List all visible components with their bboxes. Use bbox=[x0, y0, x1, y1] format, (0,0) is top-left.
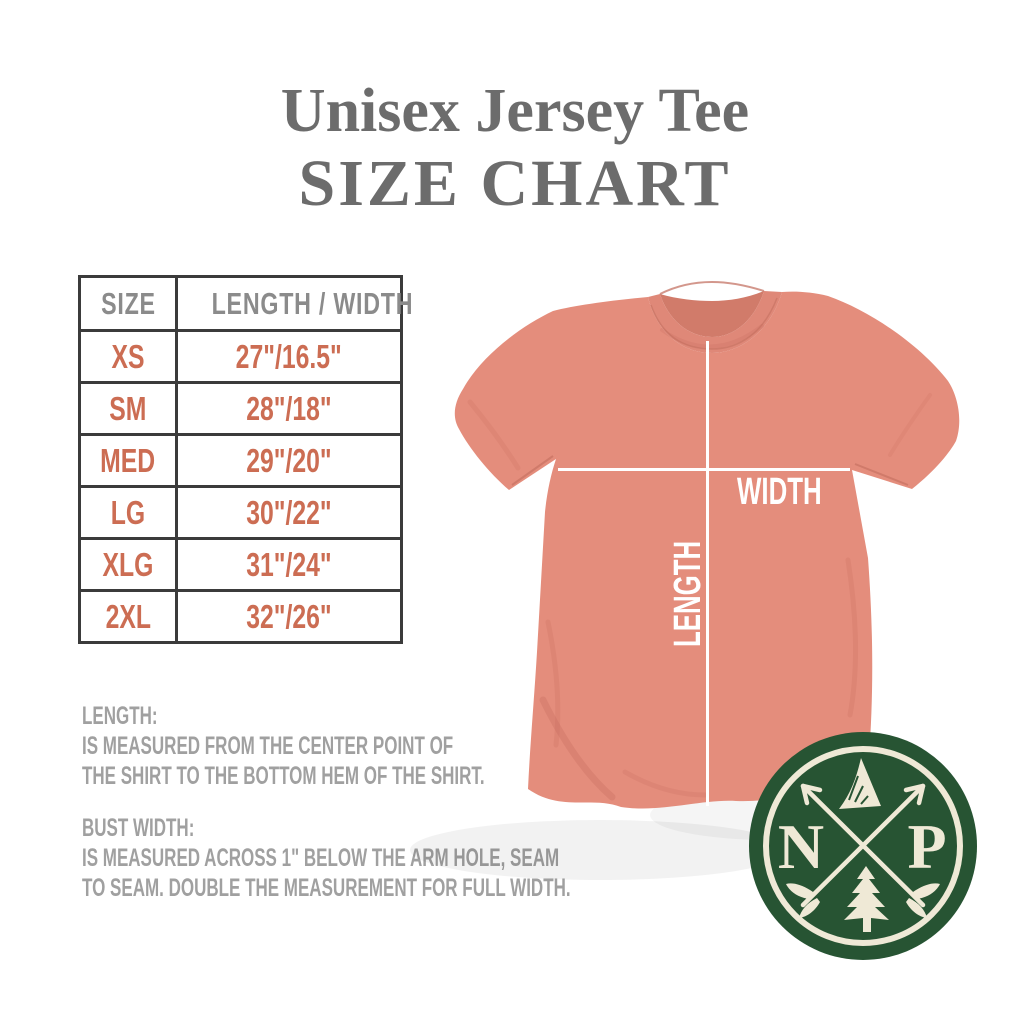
logo-inner-ring bbox=[763, 746, 963, 946]
mountain-peak-icon bbox=[839, 758, 881, 809]
arrow-fletching-icon bbox=[786, 883, 940, 918]
col-header-size: SIZE bbox=[78, 275, 178, 332]
left-sleeve-hem-seam bbox=[511, 455, 554, 486]
collar-bottom-seam bbox=[650, 297, 778, 350]
width-label-text: WIDTH bbox=[737, 471, 822, 513]
size-cell: 2XL bbox=[78, 589, 178, 644]
page-title-line1: Unisex Jersey Tee bbox=[280, 77, 750, 145]
size-chart-table: SIZE LENGTH / WIDTH XS 27"/16.5" SM 28"/… bbox=[78, 275, 413, 644]
measurement-notes: LENGTH: IS MEASURED FROM THE CENTER POIN… bbox=[82, 701, 801, 903]
measurement-cell: 30"/22" bbox=[175, 485, 403, 540]
length-label: LENGTH bbox=[667, 541, 709, 672]
size-cell: LG bbox=[78, 485, 178, 540]
measurement-cell: 32"/26" bbox=[175, 589, 403, 644]
table-row: XS 27"/16.5" bbox=[78, 329, 403, 384]
crossed-arrows-icon bbox=[800, 783, 926, 908]
size-cell: MED bbox=[78, 433, 178, 488]
collar-back-seam bbox=[659, 280, 765, 295]
table-header-row: SIZE LENGTH / WIDTH bbox=[78, 275, 413, 332]
logo-letter-n: N bbox=[778, 811, 824, 882]
table-row: LG 30"/22" bbox=[78, 485, 403, 540]
bust-width-note-line: TO SEAM. DOUBLE THE MEASUREMENT FOR FULL… bbox=[82, 874, 571, 902]
page-title-line2: SIZE CHART bbox=[298, 147, 732, 220]
measurement-cell: 28"/18" bbox=[175, 381, 403, 436]
width-measure-line bbox=[558, 468, 850, 471]
logo-letter-p: P bbox=[907, 811, 946, 882]
table-row: MED 29"/20" bbox=[78, 433, 403, 488]
size-cell: SM bbox=[78, 381, 178, 436]
length-note-line: THE SHIRT TO THE BOTTOM HEM OF THE SHIRT… bbox=[82, 762, 485, 790]
measurement-cell: 27"/16.5" bbox=[175, 329, 403, 384]
length-label-text: LENGTH bbox=[667, 540, 709, 648]
brand-logo: N P bbox=[749, 732, 977, 960]
length-measure-line bbox=[706, 341, 709, 806]
fabric-wrinkles bbox=[467, 324, 932, 801]
table-row: XLG 31"/24" bbox=[78, 537, 403, 592]
pine-tree-icon bbox=[844, 866, 889, 932]
width-label: WIDTH bbox=[737, 471, 862, 514]
length-note-line: IS MEASURED FROM THE CENTER POINT OF bbox=[82, 732, 454, 760]
measurement-cell: 31"/24" bbox=[175, 537, 403, 592]
table-row: 2XL 32"/26" bbox=[78, 589, 403, 644]
measurement-cell: 29"/20" bbox=[175, 433, 403, 488]
right-sleeve-hem-seam bbox=[854, 463, 909, 486]
length-note-heading: LENGTH: bbox=[82, 702, 158, 730]
bust-width-note-line: IS MEASURED ACROSS 1" BELOW THE ARM HOLE… bbox=[82, 844, 560, 872]
size-cell: XLG bbox=[78, 537, 178, 592]
bust-width-note-heading: BUST WIDTH: bbox=[82, 814, 195, 842]
collar-opening bbox=[660, 291, 764, 337]
size-cell: XS bbox=[78, 329, 178, 384]
col-header-length-width: LENGTH / WIDTH bbox=[175, 275, 413, 332]
table-row: SM 28"/18" bbox=[78, 381, 403, 436]
page-title: Unisex Jersey Tee SIZE CHART bbox=[0, 76, 1024, 222]
bust-width-note: BUST WIDTH: IS MEASURED ACROSS 1" BELOW … bbox=[82, 813, 801, 903]
shirt-ground-shadow bbox=[410, 820, 790, 880]
length-note: LENGTH: IS MEASURED FROM THE CENTER POIN… bbox=[82, 701, 801, 791]
